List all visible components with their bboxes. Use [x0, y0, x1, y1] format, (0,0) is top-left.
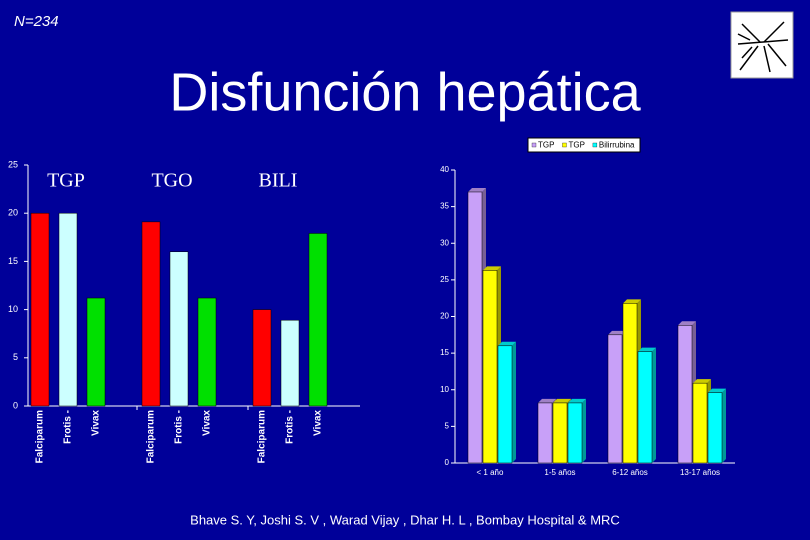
y-tick-label: 5 [445, 421, 450, 430]
bar [30, 212, 50, 407]
y-tick-label: 0 [13, 400, 18, 410]
legend-swatch [531, 142, 537, 148]
bar-side [652, 347, 656, 463]
bar [280, 319, 300, 407]
x-tick-label: Frotis - [285, 410, 296, 444]
bar [622, 303, 638, 464]
bar-top [638, 347, 656, 352]
bar [252, 309, 272, 407]
bar [567, 402, 583, 464]
bar [637, 351, 653, 464]
group-label: TGP [47, 170, 85, 192]
x-tick-label: Vivax [313, 410, 324, 436]
y-tick-label: 5 [13, 352, 18, 362]
y-tick-label: 15 [440, 348, 449, 357]
bar-top [708, 388, 726, 393]
y-tick-label: 35 [440, 202, 449, 211]
y-tick-label: 0 [445, 458, 450, 467]
x-tick-label: 6-12 años [612, 468, 648, 477]
y-tick-label: 10 [8, 304, 18, 314]
legend-swatch [592, 142, 598, 148]
y-tick-label: 20 [8, 208, 18, 218]
legend-box [527, 137, 641, 153]
legend-label: TGP [568, 141, 584, 150]
y-tick-label: 15 [8, 256, 18, 266]
bar-top [623, 299, 641, 304]
bar-top [608, 330, 626, 335]
bar [169, 251, 189, 407]
legend-swatch [562, 142, 567, 148]
y-tick-label: 20 [440, 312, 449, 321]
bar-side [722, 388, 726, 463]
bar-top [553, 398, 571, 403]
bar [482, 270, 498, 464]
bar [58, 212, 78, 407]
y-tick-label: 25 [8, 159, 18, 169]
x-tick-label: < 1 año [477, 468, 504, 477]
bar-side [582, 398, 586, 463]
bar-top [568, 398, 586, 403]
bar [607, 334, 623, 464]
x-tick-label: Vivax [202, 410, 213, 436]
bar [707, 392, 723, 464]
bar [677, 325, 693, 464]
bar-top [538, 398, 556, 403]
bar-top [678, 321, 696, 326]
group-label: TGO [151, 170, 192, 192]
bar-side [512, 341, 516, 463]
bar-top [693, 379, 711, 384]
bar-top [498, 341, 516, 346]
bar [308, 233, 328, 407]
y-tick-label: 30 [440, 238, 449, 247]
bar [141, 221, 161, 407]
bar [692, 382, 708, 464]
group-label: BILI [259, 170, 298, 192]
bar [497, 345, 513, 464]
bar [552, 402, 568, 464]
bar-top [483, 266, 501, 271]
x-tick-label: Falciparum [35, 410, 46, 463]
y-tick-label: 10 [440, 385, 449, 394]
mosquito-icon [730, 11, 794, 79]
slide-title: Disfunción hepática [169, 62, 641, 122]
x-tick-label: 13-17 años [680, 468, 720, 477]
bar [537, 402, 553, 464]
x-tick-label: Vivax [91, 410, 102, 436]
x-tick-label: 1-5 años [544, 468, 575, 477]
bar [86, 297, 106, 407]
bar-top [468, 187, 486, 192]
legend-label: TGP [538, 141, 554, 150]
x-tick-label: Frotis - [174, 410, 185, 444]
x-tick-label: Frotis - [63, 410, 74, 444]
legend-label: Bilirrubina [599, 141, 635, 150]
y-tick-label: 25 [440, 275, 449, 284]
bar [467, 191, 483, 464]
footer: Bhave S. Y, Joshi S. V , Warad Vijay , D… [190, 512, 620, 527]
y-tick-label: 40 [440, 165, 449, 174]
note: N=234 [14, 13, 59, 30]
x-tick-label: Falciparum [146, 410, 157, 463]
bar [197, 297, 217, 407]
x-tick-label: Falciparum [257, 410, 268, 463]
